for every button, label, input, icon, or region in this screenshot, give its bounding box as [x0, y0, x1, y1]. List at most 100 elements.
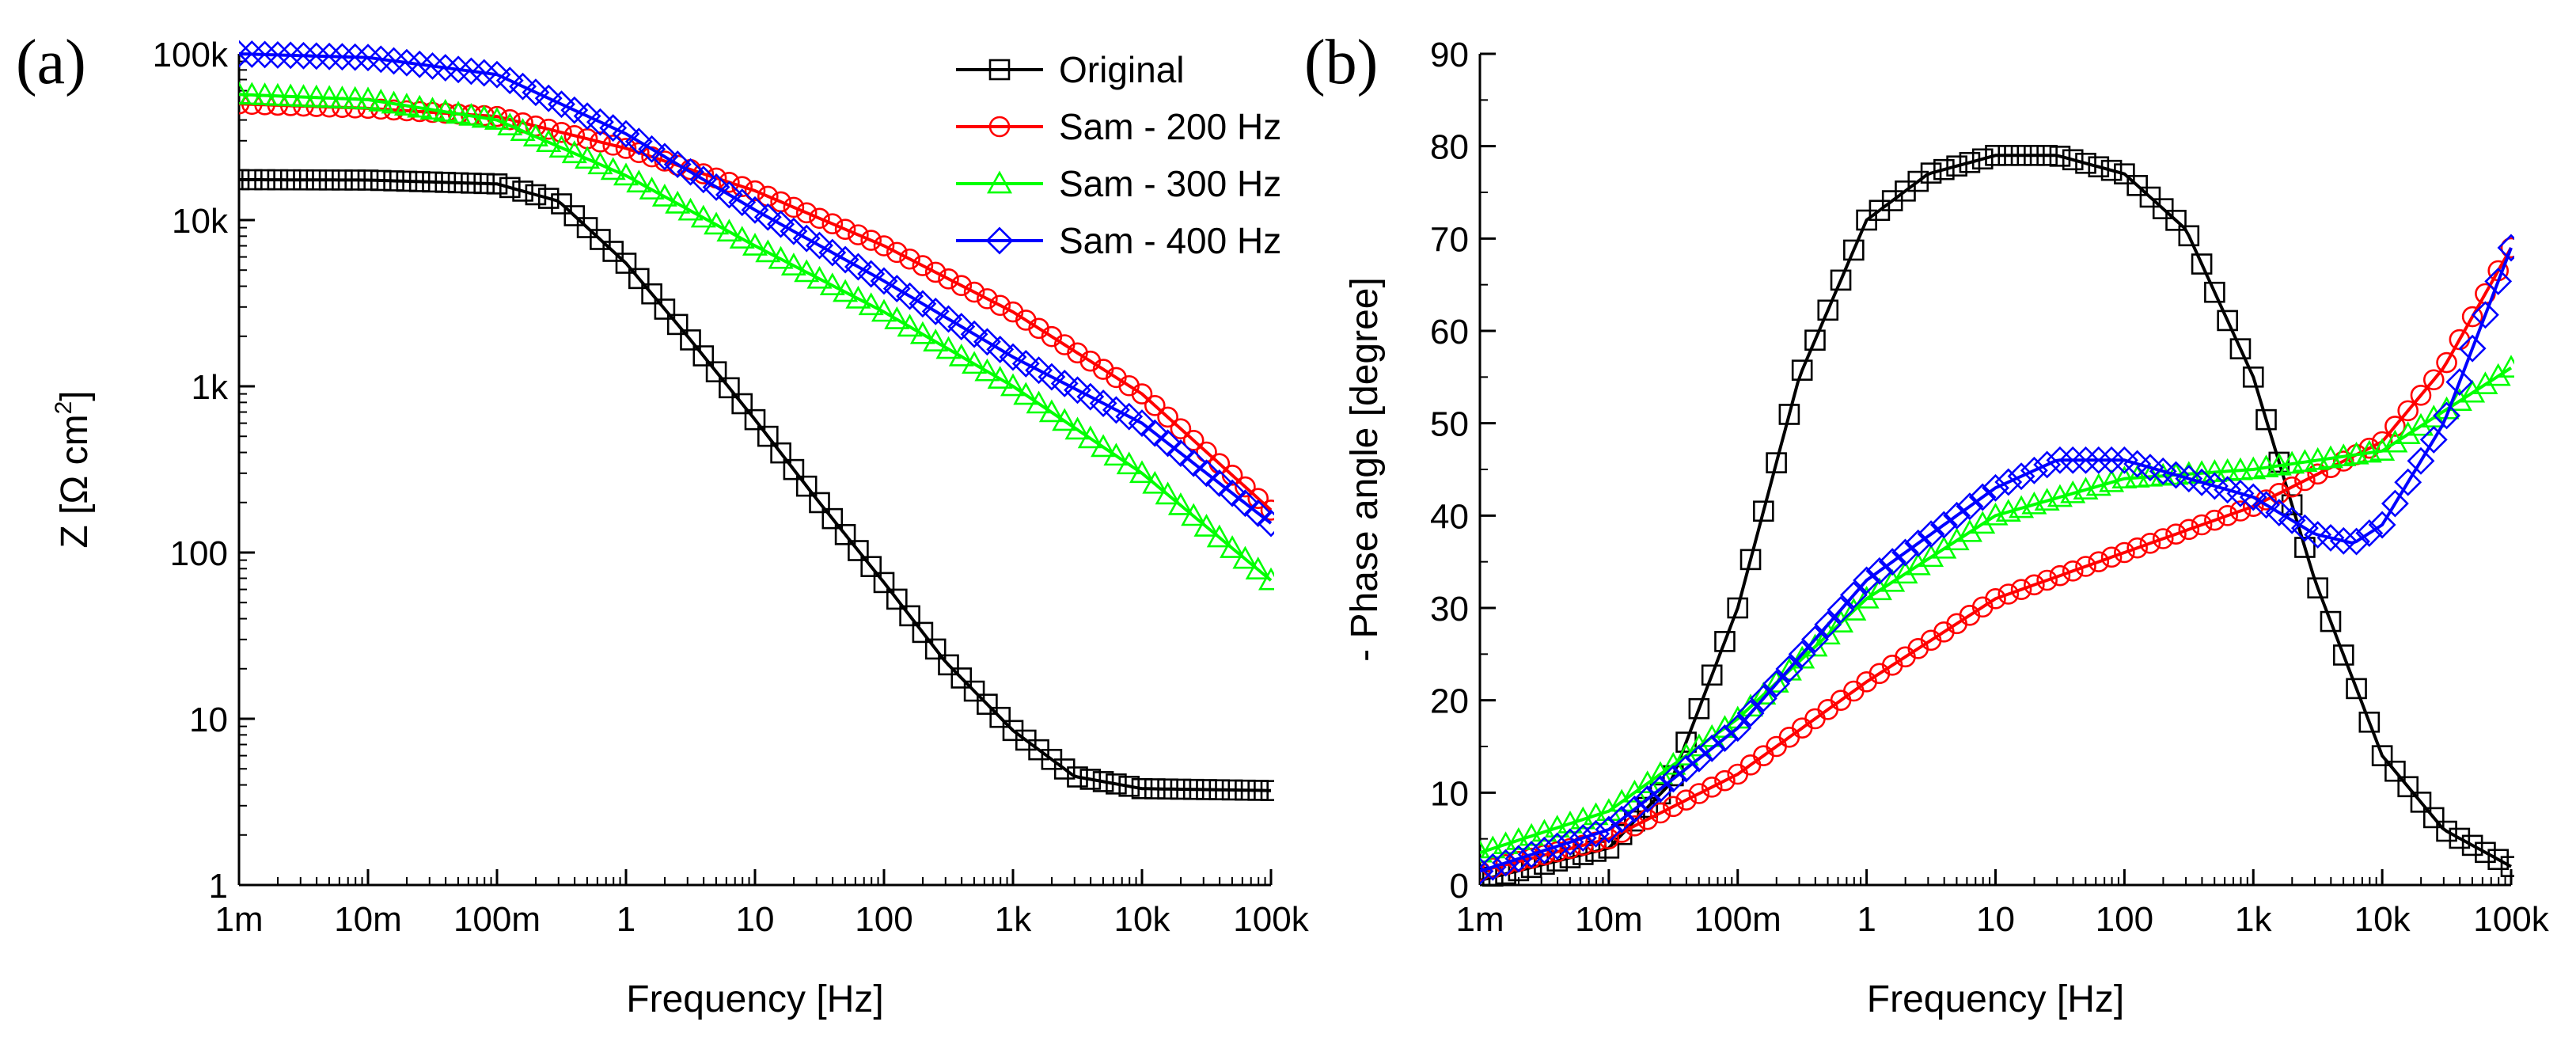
data-point — [1791, 359, 1813, 381]
y-tick-label: 80 — [1430, 128, 1469, 167]
data-point — [525, 184, 547, 206]
data-point — [935, 336, 962, 359]
data-point — [768, 245, 794, 269]
data-point — [1766, 452, 1787, 473]
data-point — [1155, 481, 1181, 505]
data-point — [2217, 505, 2238, 526]
data-point — [1727, 597, 1749, 619]
data-point — [806, 265, 833, 289]
data-point — [332, 169, 353, 191]
data-point — [1167, 439, 1195, 467]
data-point — [600, 157, 626, 180]
data-point — [1659, 765, 1687, 793]
data-point — [2445, 368, 2474, 397]
data-point — [690, 204, 716, 228]
data-point — [1038, 399, 1064, 423]
series-sam---300-hz — [239, 81, 1274, 591]
data-point — [252, 82, 278, 105]
data-point — [2126, 175, 2148, 196]
data-point — [2407, 412, 2434, 436]
data-point — [626, 169, 652, 193]
data-point — [419, 97, 446, 120]
y-axis-title: Z [Ω cm2] — [51, 390, 96, 548]
data-point — [719, 171, 740, 193]
data-point — [689, 165, 718, 194]
data-point — [2384, 760, 2406, 782]
data-point — [447, 172, 469, 194]
data-point — [1880, 568, 1906, 592]
data-point — [2329, 526, 2358, 555]
data-point — [677, 197, 704, 221]
data-point — [2458, 334, 2487, 363]
data-point — [1675, 789, 1697, 811]
data-point — [422, 171, 443, 193]
data-point — [1129, 460, 1155, 484]
data-point — [1853, 585, 1880, 609]
x-tick-label: 100 — [855, 900, 912, 939]
data-point — [341, 43, 370, 71]
data-point — [1205, 469, 1234, 497]
data-point — [1866, 577, 1892, 601]
data-point — [1698, 734, 1726, 762]
data-point — [383, 170, 404, 192]
data-point — [1878, 548, 1906, 576]
data-point — [2020, 456, 2048, 484]
data-point — [1235, 476, 1256, 498]
x-tick-label: 10 — [736, 900, 775, 939]
data-point — [461, 173, 482, 194]
data-point — [2332, 644, 2354, 666]
data-point — [408, 171, 431, 192]
data-point — [935, 305, 962, 333]
data-point — [912, 621, 934, 644]
data-point — [1610, 822, 1633, 843]
data-point — [1801, 625, 1829, 654]
data-point — [2114, 163, 2135, 184]
data-point — [821, 213, 844, 235]
data-point — [1943, 501, 1971, 530]
data-point — [1621, 795, 1648, 823]
data-point — [641, 283, 662, 305]
data-point — [239, 82, 265, 105]
data-point — [938, 654, 959, 676]
data-point — [1064, 376, 1091, 405]
data-point — [923, 329, 949, 351]
data-point — [1956, 518, 1982, 542]
y-tick-label: 20 — [1430, 682, 1469, 721]
data-point — [522, 123, 548, 147]
data-point — [1933, 158, 1955, 180]
x-tick-label: 100k — [2473, 900, 2549, 939]
data-point — [317, 85, 343, 108]
data-point — [977, 693, 998, 715]
data-point — [1633, 785, 1662, 813]
data-point — [1892, 560, 1918, 584]
data-point — [651, 142, 679, 171]
y-tick-label: 50 — [1430, 405, 1469, 444]
data-point — [434, 172, 457, 193]
data-point — [548, 90, 575, 119]
data-point — [393, 93, 419, 116]
data-point — [780, 253, 806, 275]
data-point — [315, 42, 343, 70]
x-tick-label: 100m — [1694, 900, 1781, 939]
data-point — [886, 241, 908, 264]
data-point — [2346, 678, 2367, 700]
data-point — [290, 84, 317, 107]
data-point — [239, 169, 250, 191]
data-point — [602, 135, 624, 156]
data-point — [1000, 373, 1026, 397]
data-point — [1649, 802, 1671, 824]
data-point — [783, 458, 805, 481]
data-point — [680, 329, 701, 351]
data-point — [834, 218, 856, 240]
data-point — [408, 101, 431, 123]
data-point — [563, 205, 586, 226]
chart-panel-b: (b) 1m 10m 100m 1 10 100 1k 10k 100k 0 10 20 30 40 50 60… — [1304, 28, 2550, 1020]
data-point — [497, 112, 523, 135]
data-point — [2255, 408, 2277, 431]
data-point — [2497, 234, 2514, 262]
data-point — [973, 328, 1001, 356]
x-tick-label: 10m — [334, 900, 402, 939]
data-point — [950, 667, 973, 689]
data-point — [1144, 778, 1166, 800]
data-point — [1929, 511, 1958, 539]
